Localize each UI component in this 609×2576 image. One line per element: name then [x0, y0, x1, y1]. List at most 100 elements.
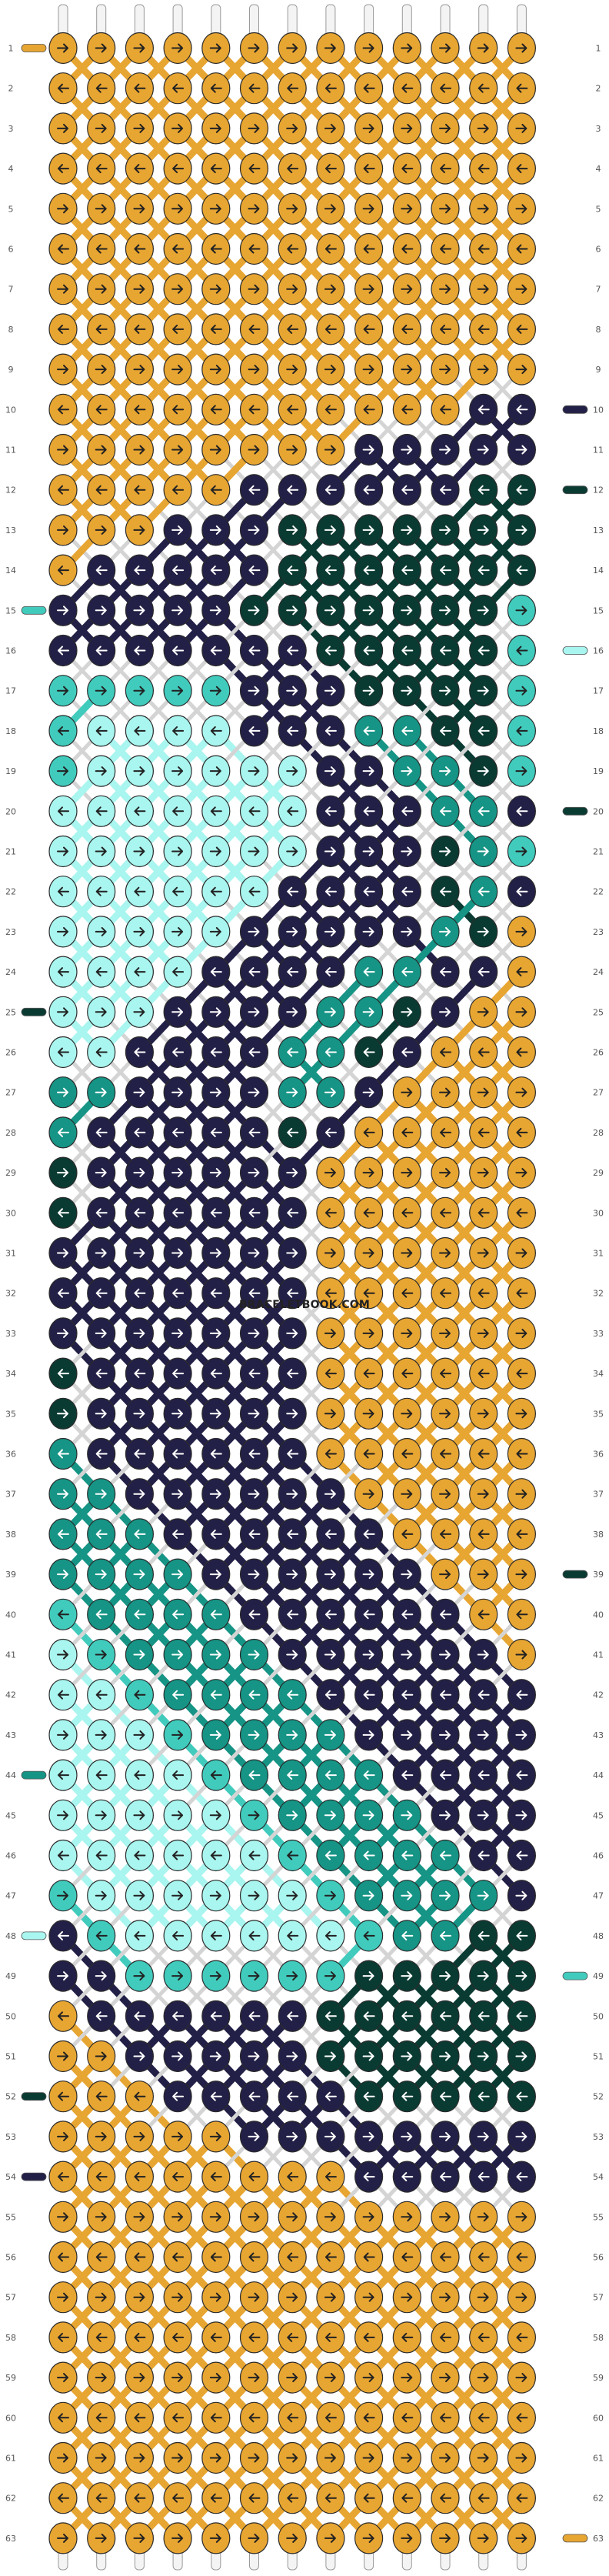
- arrow-left-icon: [210, 164, 222, 174]
- knot: [431, 2241, 460, 2274]
- knot: [87, 1196, 116, 1229]
- arrow-left-icon: [210, 324, 222, 334]
- knot: [431, 1357, 460, 1390]
- knot: [507, 755, 537, 787]
- knot: [469, 755, 498, 787]
- row-number-left: 2: [8, 84, 14, 94]
- knot: [469, 1759, 498, 1791]
- arrow-left-icon: [58, 1690, 69, 1700]
- knot: [163, 152, 192, 185]
- knot: [201, 2522, 231, 2554]
- arrow-left-icon: [95, 324, 108, 334]
- row-number-right: 9: [596, 365, 601, 375]
- row-number-right: 28: [593, 1128, 604, 1138]
- arrow-left-icon: [401, 164, 414, 174]
- row-number-right: 21: [593, 847, 604, 857]
- arrow-left-icon: [58, 1770, 69, 1780]
- row-number-left: 18: [5, 726, 16, 736]
- knot: [431, 634, 460, 667]
- knot: [316, 1920, 345, 1952]
- row-number-right: 44: [593, 1770, 604, 1780]
- arrow-left-icon: [95, 2172, 108, 2182]
- arrow-right-icon: [362, 2453, 374, 2463]
- knot: [431, 916, 460, 948]
- knot: [354, 273, 384, 305]
- arrow-left-icon: [478, 1610, 490, 1620]
- arrow-left-icon: [478, 1770, 490, 1780]
- arrow-left-icon: [478, 1930, 490, 1940]
- arrow-right-icon: [515, 43, 527, 53]
- arrow-left-icon: [134, 967, 146, 977]
- knot: [278, 1357, 307, 1390]
- arrow-left-icon: [516, 405, 528, 415]
- arrow-left-icon: [134, 1208, 146, 1218]
- arrow-left-icon: [248, 2091, 261, 2101]
- row-number-left: 8: [8, 325, 14, 335]
- knot: [48, 996, 78, 1028]
- knot: [354, 1518, 384, 1550]
- knot: [163, 1036, 192, 1069]
- arrow-left-icon: [324, 2413, 337, 2423]
- arrow-left-icon: [440, 324, 451, 334]
- arrow-left-icon: [95, 485, 108, 495]
- arrow-left-icon: [210, 2172, 222, 2182]
- arrow-right-icon: [477, 1248, 489, 1258]
- arrow-left-icon: [58, 886, 69, 896]
- knot: [201, 2361, 231, 2394]
- knot: [316, 474, 345, 506]
- arrow-left-icon: [401, 2172, 414, 2182]
- arrow-left-icon: [401, 1047, 414, 1057]
- arrow-right-icon: [515, 686, 527, 696]
- knot: [469, 1638, 498, 1671]
- arrow-right-icon: [133, 1168, 145, 1178]
- knot: [278, 1920, 307, 1952]
- arrow-right-icon: [477, 204, 489, 214]
- knot: [87, 1638, 116, 1671]
- side-tab: [21, 2092, 47, 2101]
- knot: [507, 1518, 537, 1550]
- knot: [87, 1719, 116, 1751]
- knot: [48, 353, 78, 385]
- row-number-right: 5: [596, 204, 601, 214]
- arrow-left-icon: [516, 1449, 528, 1459]
- row-number-left: 22: [5, 887, 16, 897]
- knot: [316, 433, 345, 466]
- arrow-left-icon: [440, 886, 451, 896]
- knot: [392, 2281, 421, 2314]
- knot: [125, 112, 154, 145]
- arrow-left-icon: [58, 2011, 69, 2021]
- knot: [239, 433, 269, 466]
- arrow-right-icon: [286, 204, 298, 214]
- arrow-right-icon: [362, 1730, 374, 1740]
- knot: [392, 273, 421, 305]
- knot: [392, 2321, 421, 2354]
- knot: [469, 1960, 498, 1992]
- side-tab: [562, 806, 588, 816]
- knot: [507, 2080, 537, 2113]
- arrow-right-icon: [286, 1248, 298, 1258]
- knot: [278, 112, 307, 145]
- knot: [354, 1558, 384, 1590]
- knot: [316, 2401, 345, 2434]
- arrow-right-icon: [362, 2533, 374, 2543]
- knot: [469, 1196, 498, 1229]
- arrow-left-icon: [210, 1850, 222, 1860]
- knot: [163, 554, 192, 586]
- row-number-right: 54: [593, 2172, 604, 2182]
- arrow-right-icon: [171, 204, 184, 214]
- knot: [239, 2522, 269, 2554]
- arrow-left-icon: [363, 967, 375, 977]
- arrow-right-icon: [95, 1730, 107, 1740]
- knot: [87, 72, 116, 105]
- arrow-right-icon: [209, 2051, 221, 2061]
- knot: [87, 1116, 116, 1149]
- row-number-right: 35: [593, 1409, 604, 1419]
- knot: [392, 72, 421, 105]
- knot: [87, 514, 116, 546]
- knot: [507, 1156, 537, 1189]
- arrow-left-icon: [287, 1850, 299, 1860]
- knot: [201, 1880, 231, 1912]
- knot: [354, 1397, 384, 1430]
- arrow-left-icon: [324, 2172, 337, 2182]
- knot: [469, 433, 498, 466]
